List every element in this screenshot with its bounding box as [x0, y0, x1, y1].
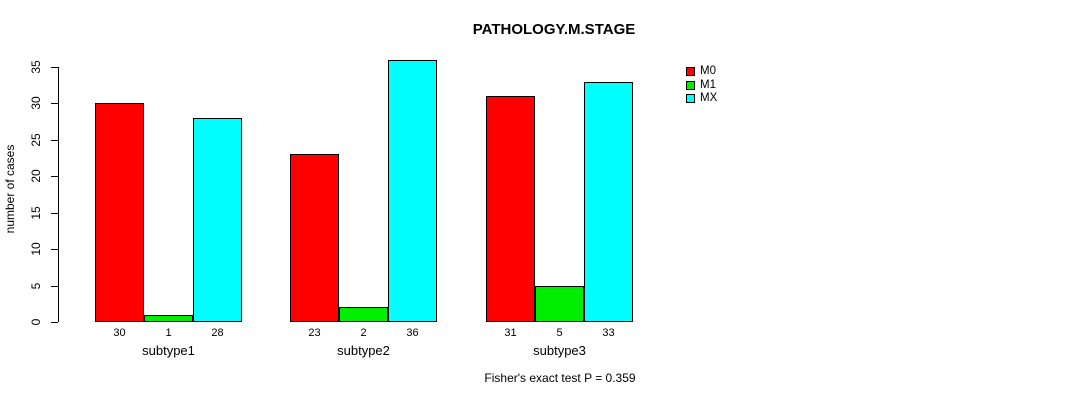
y-tick-mark [51, 67, 58, 68]
legend-swatch [686, 94, 695, 103]
x-category-label: subtype1 [142, 343, 195, 358]
y-tick-label: 35 [29, 60, 43, 74]
y-tick-label: 0 [29, 318, 43, 326]
legend-swatch [686, 80, 695, 90]
bar-value-label: 23 [308, 327, 321, 339]
x-category-label: subtype2 [337, 343, 390, 358]
bar-value-label: 33 [602, 327, 615, 339]
bar [290, 154, 339, 322]
bar [193, 118, 242, 322]
y-tick-label: 25 [29, 133, 43, 147]
y-tick-label: 5 [29, 282, 43, 289]
y-axis-label: number of cases [3, 144, 17, 234]
legend-swatch [686, 67, 695, 76]
y-tick-mark [51, 249, 58, 251]
bar-value-label: 30 [113, 327, 126, 339]
bar-value-label: 28 [211, 327, 224, 339]
y-tick-label: 30 [29, 96, 43, 111]
bar [486, 96, 535, 322]
legend-label: M0 [700, 65, 716, 77]
bar-value-label: 31 [504, 327, 517, 339]
bar [95, 103, 144, 322]
y-tick-label: 10 [29, 242, 43, 256]
y-tick-mark [51, 322, 58, 323]
chart-title: PATHOLOGY.M.STAGE [472, 21, 636, 38]
stat-annotation: Fisher's exact test P = 0.359 [484, 371, 636, 385]
y-tick-label: 15 [29, 206, 43, 220]
bar-value-label: 1 [165, 327, 172, 339]
bar [144, 314, 193, 322]
y-tick-mark [51, 139, 58, 141]
y-axis-line [58, 67, 59, 322]
x-category-label: subtype3 [533, 343, 586, 358]
y-tick-mark [51, 176, 58, 178]
legend-label: MX [700, 92, 718, 104]
y-tick-mark [51, 103, 58, 105]
bar-value-label: 2 [360, 327, 367, 339]
y-tick-label: 20 [29, 169, 43, 183]
legend-label: M1 [700, 78, 716, 91]
bar [584, 81, 633, 322]
bar [535, 285, 584, 322]
bar [339, 307, 388, 322]
bar-value-label: 36 [406, 327, 419, 339]
y-tick-mark [51, 285, 58, 287]
bar-value-label: 5 [556, 327, 563, 339]
y-tick-mark [51, 212, 58, 214]
bar [388, 59, 437, 322]
